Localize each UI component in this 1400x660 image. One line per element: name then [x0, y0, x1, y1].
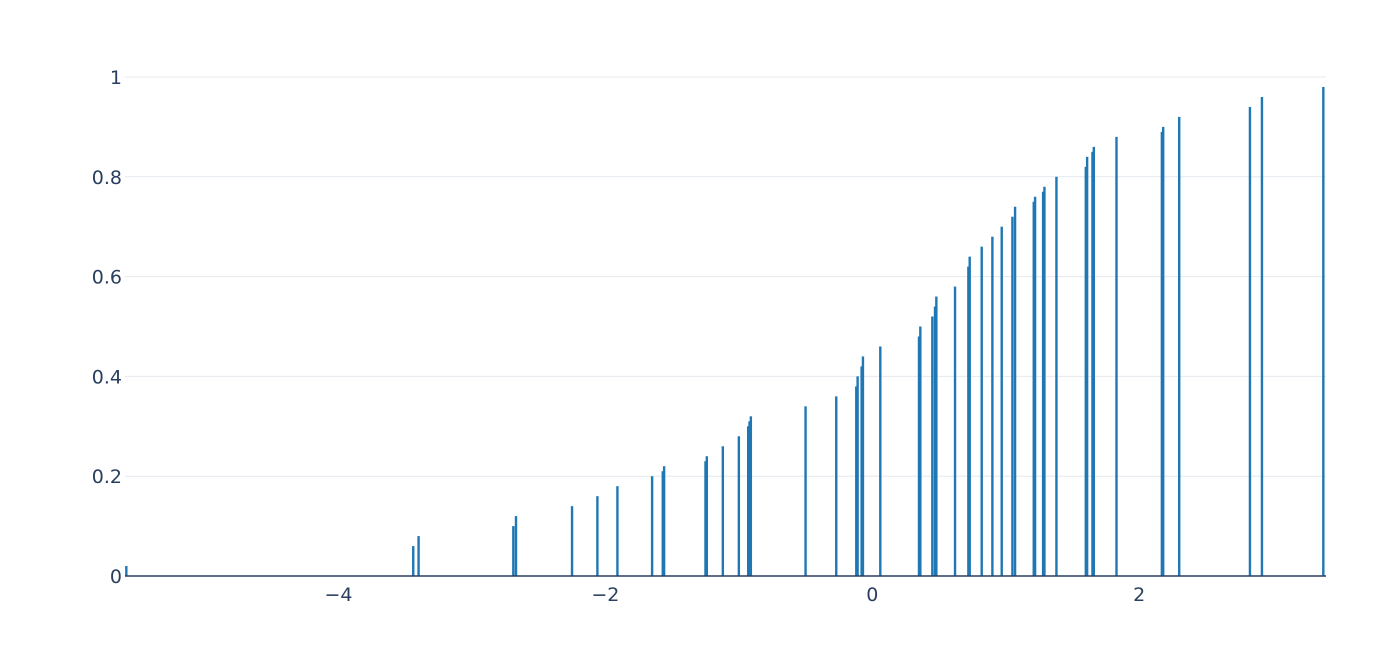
x-tick-label: 0 [866, 584, 878, 606]
bar [980, 246, 983, 576]
bar [1055, 176, 1058, 577]
bar [125, 566, 128, 576]
bar [1091, 151, 1094, 576]
bar [1043, 186, 1046, 576]
bar [991, 236, 994, 576]
bar [721, 446, 725, 576]
bar [417, 536, 420, 576]
bar [1013, 206, 1017, 577]
x-tick-label: −4 [325, 584, 353, 606]
bar [662, 466, 666, 576]
bar [748, 421, 751, 576]
bar [1115, 136, 1118, 576]
bar [514, 516, 518, 576]
bar [861, 356, 865, 576]
bar [1085, 156, 1089, 576]
bar [933, 306, 937, 576]
bar [856, 376, 859, 576]
bar [1032, 201, 1035, 576]
x-tick-label: 2 [1133, 584, 1145, 606]
x-tick-labels: −4 −2 0 2 [325, 584, 1146, 606]
bar [704, 461, 707, 576]
bar [931, 316, 934, 576]
bar [616, 486, 619, 576]
bar [746, 426, 750, 576]
bar [596, 496, 599, 576]
bar [412, 546, 415, 576]
bar [953, 286, 957, 576]
y-tick-label: 0.8 [92, 167, 122, 189]
bar [737, 436, 741, 576]
y-gridlines [125, 76, 1326, 477]
bar [1011, 216, 1014, 576]
bar [1000, 226, 1003, 576]
y-tick-label: 0 [110, 566, 122, 588]
bar [968, 256, 971, 576]
bar [1248, 106, 1252, 576]
y-tick-label: 0.6 [92, 267, 122, 289]
bar [1160, 131, 1164, 576]
bar [749, 416, 753, 576]
bar [570, 506, 574, 576]
bar [1161, 126, 1165, 577]
y-tick-label: 1 [110, 67, 122, 89]
bar [1092, 146, 1096, 577]
bar [919, 326, 922, 576]
bar [935, 296, 938, 576]
bar [855, 386, 858, 576]
bar [705, 456, 709, 576]
bar [661, 471, 664, 576]
bar [1260, 96, 1264, 577]
bar [650, 476, 654, 576]
bar [804, 406, 807, 576]
y-tick-label: 0.2 [92, 466, 122, 488]
bar [1084, 166, 1087, 576]
bar [835, 396, 838, 576]
bar [860, 366, 863, 576]
bar [967, 266, 970, 576]
x-tick-label: −2 [591, 584, 619, 606]
bar [879, 346, 882, 576]
bar [917, 336, 921, 576]
bar [1322, 86, 1325, 576]
y-tick-labels: 0 0.2 0.4 0.6 0.8 1 [92, 67, 122, 588]
bar [512, 526, 515, 576]
bar [1041, 191, 1045, 576]
bar [1178, 116, 1181, 577]
bar [1033, 196, 1037, 576]
bar-series [125, 86, 1325, 577]
y-tick-label: 0.4 [92, 366, 122, 388]
